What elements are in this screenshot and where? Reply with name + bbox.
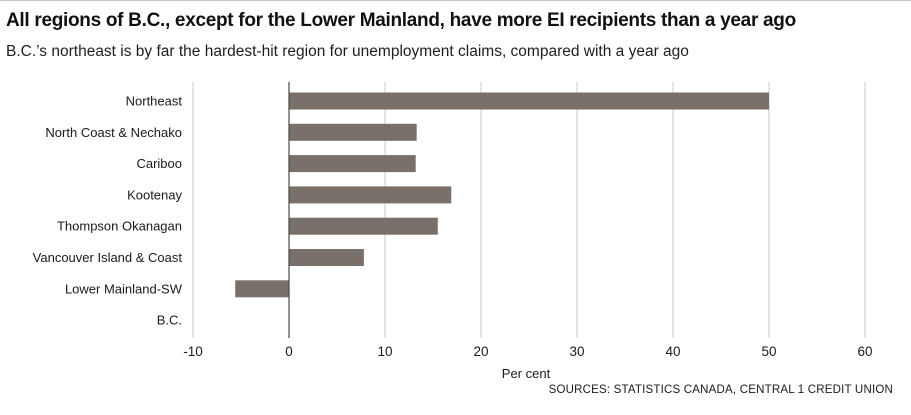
- category-label: Cariboo: [136, 156, 182, 171]
- top-rule: [0, 0, 911, 1]
- bar-4: [289, 217, 438, 235]
- chart-subtitle: B.C.’s northeast is by far the hardest-h…: [6, 43, 689, 60]
- x-tick-label: 50: [761, 344, 776, 359]
- x-tick-label: 30: [569, 344, 584, 359]
- x-tick-label: 10: [377, 344, 392, 359]
- x-tick-label: -10: [183, 344, 203, 359]
- chart-title: All regions of B.C., except for the Lowe…: [6, 10, 796, 31]
- category-label: Lower Mainland-SW: [65, 281, 183, 296]
- category-label: Thompson Okanagan: [57, 219, 182, 234]
- bar-1: [289, 123, 417, 141]
- category-label: Kootenay: [127, 187, 182, 202]
- x-tick-label: 60: [857, 344, 872, 359]
- bar-0: [289, 92, 769, 110]
- bar-2: [289, 155, 416, 173]
- category-label: Vancouver Island & Coast: [33, 250, 183, 265]
- x-tick-label: 40: [665, 344, 680, 359]
- x-tick-label: 20: [473, 344, 488, 359]
- category-label: Northeast: [126, 94, 183, 109]
- bar-5: [289, 249, 364, 266]
- source-note: SOURCES: STATISTICS CANADA, CENTRAL 1 CR…: [548, 384, 893, 396]
- category-label: B.C.: [157, 313, 182, 328]
- category-label: North Coast & Nechako: [45, 125, 182, 140]
- bar-6: [235, 280, 289, 298]
- x-axis-title: Per cent: [502, 366, 551, 381]
- x-tick-label: 0: [285, 344, 293, 359]
- bar-3: [289, 186, 452, 204]
